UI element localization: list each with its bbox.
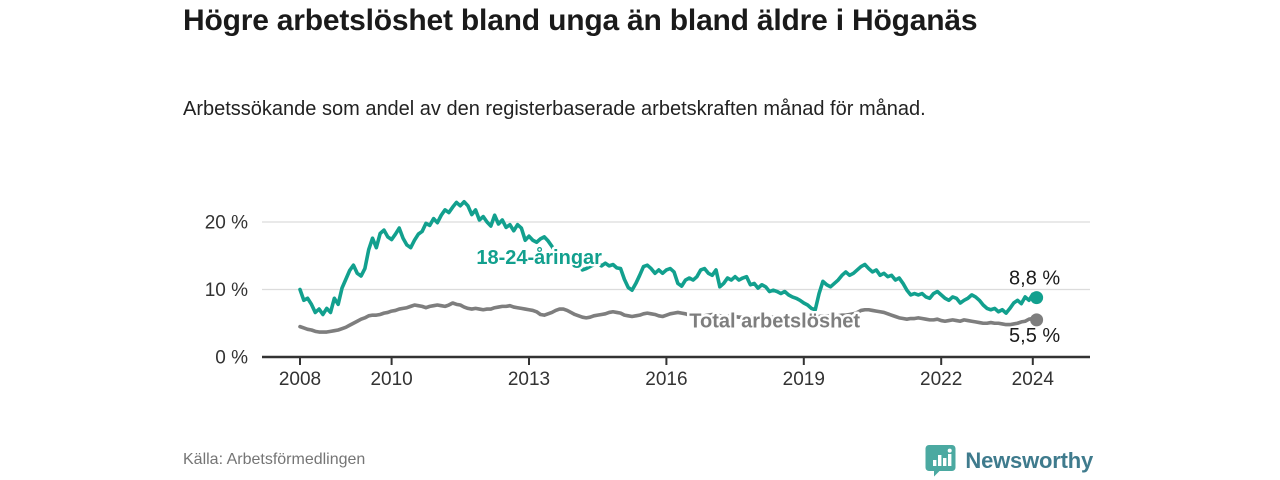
line-Total arbetslöshet [298, 301, 1039, 334]
chart-title: Högre arbetslöshet bland unga än bland ä… [183, 4, 978, 37]
y-gridlines [262, 221, 1090, 291]
y-axis-labels: 0 % 10 % 20 % [205, 213, 248, 369]
end-dot-young [1030, 291, 1044, 305]
x-tick-label: 2022 [920, 369, 962, 390]
x-tick-label: 2008 [279, 369, 321, 390]
source-note: Källa: Arbetsförmedlingen [183, 451, 366, 468]
x-tick-label: 2010 [370, 369, 412, 390]
x-tick-label: 2024 [1012, 369, 1055, 390]
end-dot-total [1030, 313, 1044, 327]
series-lines [298, 199, 1039, 334]
y-tick-label: 20 % [205, 213, 248, 234]
newsworthy-bar-chart-icon [925, 445, 956, 477]
end-value-label-young: 8,8 % [1009, 268, 1060, 290]
line-18-24-åringar [298, 199, 1039, 317]
y-tick-label: 10 % [205, 280, 248, 301]
series-inline-labels: 18-24-åringar Total arbetslöshet [474, 243, 863, 335]
brand-name: Newsworthy [965, 447, 1093, 473]
series-end-markers: 8,8 % 5,5 % [1009, 268, 1060, 347]
y-tick-label: 0 % [215, 348, 248, 369]
newsworthy-logo: Newsworthy [925, 444, 1093, 477]
x-tick-label: 2016 [645, 369, 687, 390]
end-value-label-total: 5,5 % [1009, 325, 1060, 347]
x-tick-label: 2019 [783, 369, 825, 390]
x-tick-label: 2013 [508, 369, 550, 390]
chart-subtitle: Arbetssökande som andel av den registerb… [183, 98, 926, 120]
series-label-total: Total arbetslöshet [689, 311, 860, 333]
series-label-young: 18-24-åringar [476, 246, 602, 269]
x-axis: 2008 2010 2013 2016 2019 2022 2024 [262, 355, 1090, 390]
